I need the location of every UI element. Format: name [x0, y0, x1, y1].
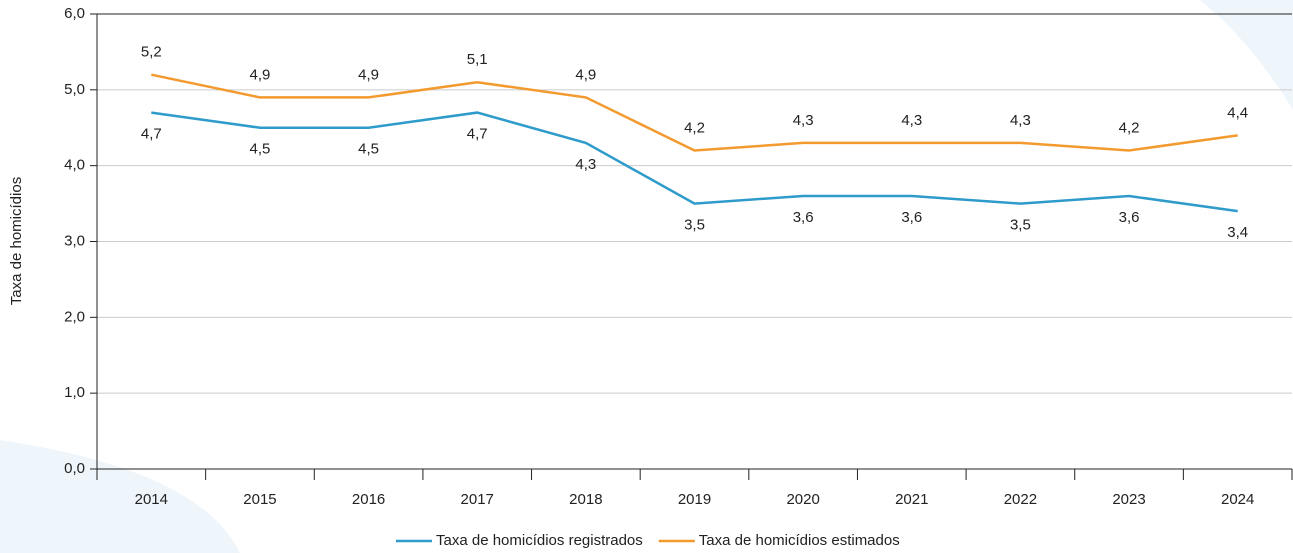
data-label: 4,5 — [250, 141, 271, 158]
line — [151, 111, 1238, 213]
data-label: 4,3 — [793, 112, 814, 129]
data-label: 4,9 — [358, 66, 379, 83]
data-label: 3,5 — [1010, 217, 1031, 234]
x-tick-label: 2024 — [1221, 491, 1254, 508]
decor — [1200, 0, 1293, 110]
data-label: 4,5 — [358, 141, 379, 158]
data-label: 4,3 — [901, 112, 922, 129]
y-tick-label: 1,0 — [64, 384, 85, 401]
y-tick-label: 2,0 — [64, 308, 85, 325]
data-label: 5,1 — [467, 51, 488, 68]
y-tick-label: 5,0 — [64, 81, 85, 98]
data-label: 3,6 — [1119, 209, 1140, 226]
data-label: 3,6 — [793, 209, 814, 226]
data-label: 4,2 — [1119, 119, 1140, 136]
x-tick-label: 2016 — [352, 491, 385, 508]
x-tick-label: 2019 — [678, 491, 711, 508]
data-label: 4,9 — [250, 66, 271, 83]
decor — [0, 440, 240, 553]
legend-label: Taxa de homicídios estimados — [699, 532, 900, 549]
x-tick-label: 2023 — [1112, 491, 1145, 508]
data-label: 3,5 — [684, 217, 705, 234]
x-tick-label: 2022 — [1004, 491, 1037, 508]
x-tick-label: 2015 — [243, 491, 276, 508]
data-label: 4,3 — [575, 156, 596, 173]
legend-label: Taxa de homicídios registrados — [436, 532, 643, 549]
data-label: 4,3 — [1010, 112, 1031, 129]
data-label: 4,4 — [1227, 104, 1248, 121]
x-tick-label: 2018 — [569, 491, 602, 508]
y-tick-label: 0,0 — [64, 460, 85, 477]
x-tick-label: 2014 — [135, 491, 168, 508]
line — [151, 73, 1238, 152]
data-label: 3,4 — [1227, 224, 1248, 241]
y-tick-label: 6,0 — [64, 5, 85, 22]
data-label: 4,7 — [141, 126, 162, 143]
x-tick-label: 2020 — [786, 491, 819, 508]
y-axis-title: Taxa de homicídios — [8, 177, 25, 305]
x-tick-label: 2017 — [461, 491, 494, 508]
data-label: 4,7 — [467, 126, 488, 143]
y-tick-label: 3,0 — [64, 232, 85, 249]
x-tick-label: 2021 — [895, 491, 928, 508]
data-label: 4,9 — [575, 66, 596, 83]
data-label: 3,6 — [901, 209, 922, 226]
data-label: 5,2 — [141, 44, 162, 61]
y-tick-label: 4,0 — [64, 157, 85, 174]
data-label: 4,2 — [684, 119, 705, 136]
